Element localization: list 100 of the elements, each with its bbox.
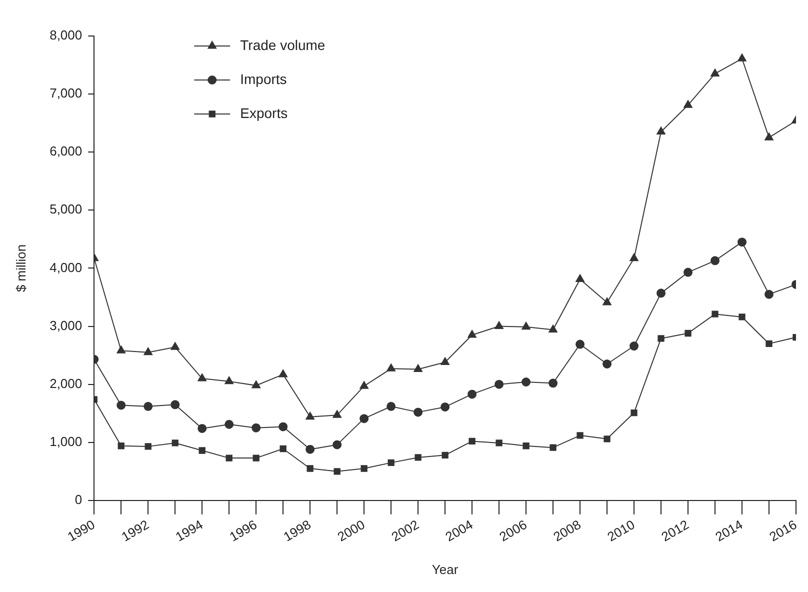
x-tick-label: 2008 bbox=[550, 516, 584, 544]
point bbox=[548, 378, 558, 388]
point bbox=[360, 414, 369, 424]
x-axis-title: Year bbox=[432, 562, 459, 577]
y-axis-title: $ million bbox=[13, 244, 28, 292]
point bbox=[144, 443, 152, 450]
y-tick-label: 0 bbox=[74, 492, 82, 508]
point bbox=[386, 364, 396, 372]
point bbox=[144, 347, 153, 356]
point bbox=[522, 442, 530, 450]
point bbox=[550, 444, 556, 451]
point bbox=[766, 340, 772, 348]
point bbox=[468, 438, 476, 445]
point bbox=[468, 390, 477, 399]
point bbox=[414, 454, 422, 461]
point bbox=[602, 297, 612, 306]
x-tick-label: 2010 bbox=[604, 516, 638, 544]
point bbox=[684, 268, 693, 277]
point bbox=[738, 238, 747, 247]
point bbox=[494, 380, 504, 389]
point bbox=[386, 402, 396, 411]
point bbox=[494, 321, 504, 330]
y-tick-label: 6,000 bbox=[50, 144, 82, 159]
point bbox=[496, 440, 502, 446]
point bbox=[656, 288, 666, 298]
point bbox=[116, 346, 126, 354]
y-tick-label: 7,000 bbox=[50, 86, 82, 101]
legend-label: Trade volume bbox=[240, 36, 326, 53]
x-tick-label: 1994 bbox=[172, 516, 206, 544]
point bbox=[224, 376, 234, 384]
point bbox=[198, 424, 207, 433]
point bbox=[306, 444, 315, 454]
point bbox=[710, 68, 720, 76]
x-tick-label: 2012 bbox=[658, 516, 692, 544]
point bbox=[764, 132, 774, 140]
point bbox=[440, 402, 450, 412]
x-tick-label: 2014 bbox=[712, 516, 746, 544]
point bbox=[414, 364, 422, 372]
y-tick-label: 2,000 bbox=[50, 376, 82, 391]
point bbox=[764, 290, 774, 299]
point bbox=[360, 381, 368, 389]
point bbox=[440, 357, 450, 366]
point bbox=[278, 369, 288, 378]
point bbox=[360, 465, 368, 472]
x-tick-label: 1990 bbox=[64, 516, 98, 544]
x-tick-label: 1992 bbox=[118, 516, 152, 544]
point bbox=[468, 330, 476, 338]
point bbox=[170, 400, 180, 410]
point bbox=[442, 452, 448, 458]
point bbox=[630, 409, 638, 416]
x-tick-label: 2002 bbox=[388, 516, 422, 544]
point bbox=[332, 440, 342, 450]
point bbox=[738, 314, 746, 320]
point bbox=[548, 324, 558, 332]
point bbox=[522, 378, 531, 386]
x-tick-label: 2006 bbox=[496, 516, 530, 544]
point bbox=[604, 436, 610, 442]
point bbox=[226, 454, 232, 462]
x-tick-label: 2016 bbox=[766, 516, 800, 544]
point bbox=[388, 459, 394, 466]
point bbox=[684, 100, 692, 108]
point bbox=[522, 322, 530, 330]
point bbox=[414, 408, 423, 417]
point bbox=[198, 447, 206, 454]
x-tick-label: 1998 bbox=[280, 516, 314, 544]
point bbox=[332, 410, 342, 418]
point bbox=[334, 468, 340, 475]
x-tick-label: 2000 bbox=[334, 516, 368, 544]
y-tick-label: 4,000 bbox=[50, 260, 82, 275]
point bbox=[576, 432, 584, 439]
point bbox=[280, 445, 286, 452]
point bbox=[712, 310, 718, 318]
point bbox=[576, 274, 584, 282]
point bbox=[118, 442, 124, 450]
point bbox=[170, 342, 180, 350]
point bbox=[656, 126, 666, 135]
point bbox=[198, 374, 207, 382]
point bbox=[278, 422, 288, 432]
y-tick-label: 8,000 bbox=[50, 28, 82, 43]
point bbox=[252, 454, 260, 462]
point bbox=[684, 330, 692, 337]
point bbox=[738, 54, 746, 62]
point bbox=[658, 335, 664, 342]
point bbox=[144, 402, 153, 411]
point bbox=[710, 256, 720, 266]
point bbox=[306, 465, 314, 472]
y-tick-label: 1,000 bbox=[50, 434, 82, 449]
point bbox=[116, 400, 126, 410]
point bbox=[630, 253, 638, 262]
y-tick-label: 5,000 bbox=[50, 202, 82, 217]
point bbox=[630, 342, 639, 351]
point bbox=[602, 360, 612, 369]
x-tick-label: 2004 bbox=[442, 516, 476, 544]
legend-label: Imports bbox=[240, 70, 287, 87]
y-tick-label: 3,000 bbox=[50, 318, 82, 333]
point bbox=[224, 420, 234, 429]
point bbox=[576, 340, 585, 349]
point bbox=[306, 412, 314, 420]
point bbox=[172, 440, 178, 446]
legend-label: Exports bbox=[240, 104, 288, 121]
